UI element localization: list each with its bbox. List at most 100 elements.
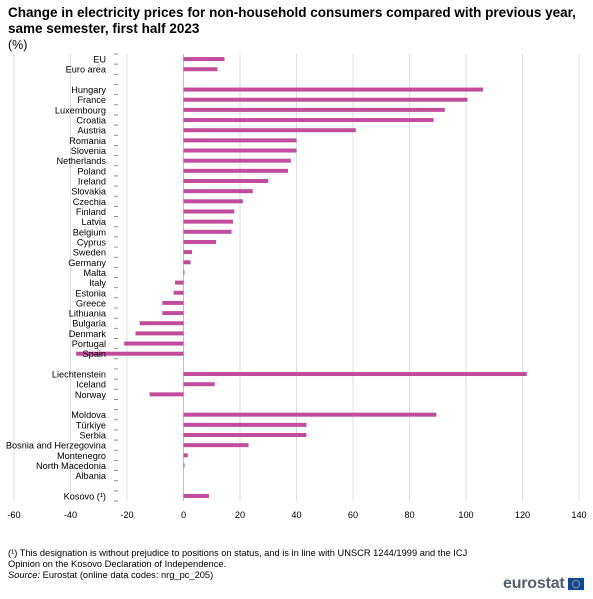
bar <box>183 229 232 234</box>
bar <box>149 392 184 397</box>
bar <box>183 179 269 183</box>
category-label: Ireland <box>78 177 106 187</box>
flag-star <box>571 583 573 585</box>
chart-unit: (%) <box>8 38 28 52</box>
bar <box>183 443 249 448</box>
bar <box>183 433 307 437</box>
category-label: Moldova <box>71 410 107 420</box>
category-label: Sweden <box>73 248 106 258</box>
category-label: Poland <box>77 166 106 176</box>
bar <box>175 280 184 285</box>
bar <box>76 351 184 356</box>
category-label: Albania <box>75 471 107 481</box>
flag-star <box>578 581 580 583</box>
bar <box>183 209 235 214</box>
x-axis-tick-labels: -60 -40 -20 0 20 40 60 80 100 120 140 <box>7 510 586 520</box>
category-label: Serbia <box>79 431 106 441</box>
bar <box>162 311 184 316</box>
category-label: Slovakia <box>71 187 107 197</box>
x-tick-label: 60 <box>348 510 358 520</box>
x-tick-label: 80 <box>404 510 414 520</box>
category-label: Hungary <box>71 85 106 95</box>
category-label: EU <box>93 55 106 65</box>
flag-star <box>573 580 575 582</box>
x-tick-label: 20 <box>235 510 245 520</box>
x-tick-label: 120 <box>515 510 530 520</box>
category-label: Netherlands <box>56 156 106 166</box>
chart-title: Change in electricity prices for non-hou… <box>8 5 576 36</box>
bar <box>183 412 437 417</box>
flag-star <box>573 586 575 588</box>
bar <box>183 422 307 427</box>
category-label: Greece <box>76 298 106 308</box>
bar <box>183 97 468 102</box>
eurostat-logo: eurostat <box>503 575 584 593</box>
bar <box>183 118 434 123</box>
eu-flag-icon <box>567 578 584 590</box>
bar <box>183 189 253 194</box>
bar <box>124 341 184 346</box>
bar <box>183 382 215 387</box>
x-tick-label: -20 <box>120 510 133 520</box>
category-label: North Macedonia <box>36 461 107 471</box>
bar <box>139 321 184 326</box>
x-tick-label: -60 <box>7 510 20 520</box>
flag-star <box>578 583 580 585</box>
category-label: Portugal <box>72 339 106 349</box>
category-label: Euro area <box>66 65 107 75</box>
category-label: Spain <box>83 349 107 359</box>
category-label: Finland <box>76 207 106 217</box>
flag-star <box>571 585 574 587</box>
category-label: Italy <box>89 278 106 288</box>
category-label: Lithuania <box>69 309 107 319</box>
bar <box>183 57 225 62</box>
logo-text: eurostat <box>503 575 565 592</box>
bar <box>183 219 233 224</box>
bar <box>173 290 184 295</box>
bar <box>183 138 297 143</box>
bar <box>183 250 192 255</box>
category-label: Germany <box>68 258 106 268</box>
category-label: Croatia <box>76 116 107 126</box>
category-label: Bulgaria <box>72 319 107 329</box>
category-label: Bosnia and Herzegovina <box>6 441 107 451</box>
bar <box>183 148 297 153</box>
footnote: (¹) This designation is without prejudic… <box>8 548 488 581</box>
source-label: Source: <box>8 570 41 580</box>
category-label: Slovenia <box>71 146 107 156</box>
source-line: Source: Eurostat (online data codes: nrg… <box>8 570 488 581</box>
category-label: Iceland <box>76 380 106 390</box>
category-label: Denmark <box>69 329 107 339</box>
bar <box>183 239 216 244</box>
footnote-text: (¹) This designation is without prejudic… <box>8 548 468 569</box>
flag-star <box>576 580 578 582</box>
x-tick-label: 40 <box>291 510 301 520</box>
category-label: Liechtenstein <box>52 370 106 380</box>
flag-star <box>576 586 578 588</box>
category-label: Kosovo (¹) <box>64 491 106 501</box>
category-label: Luxembourg <box>55 105 106 115</box>
category-label: Czechia <box>73 197 107 207</box>
bar <box>183 67 218 72</box>
flag-star <box>574 587 577 589</box>
bar <box>183 107 445 112</box>
bar <box>183 87 483 92</box>
category-label: Romania <box>69 136 107 146</box>
category-label: Belgium <box>73 227 107 237</box>
category-label: Cyprus <box>77 237 107 247</box>
category-label: Latvia <box>81 217 106 227</box>
source-text: Eurostat (online data codes: nrg_pc_205) <box>40 570 214 580</box>
bar <box>183 372 527 377</box>
bar <box>183 270 185 275</box>
x-tick-label: 0 <box>181 510 186 520</box>
bar <box>162 300 184 305</box>
flag-star <box>571 581 574 583</box>
bar <box>135 331 184 336</box>
bar <box>183 158 291 163</box>
category-label: Estonia <box>75 288 107 298</box>
category-label: Austria <box>77 126 106 136</box>
x-tick-label: 100 <box>458 510 473 520</box>
category-label: Montenegro <box>57 451 106 461</box>
